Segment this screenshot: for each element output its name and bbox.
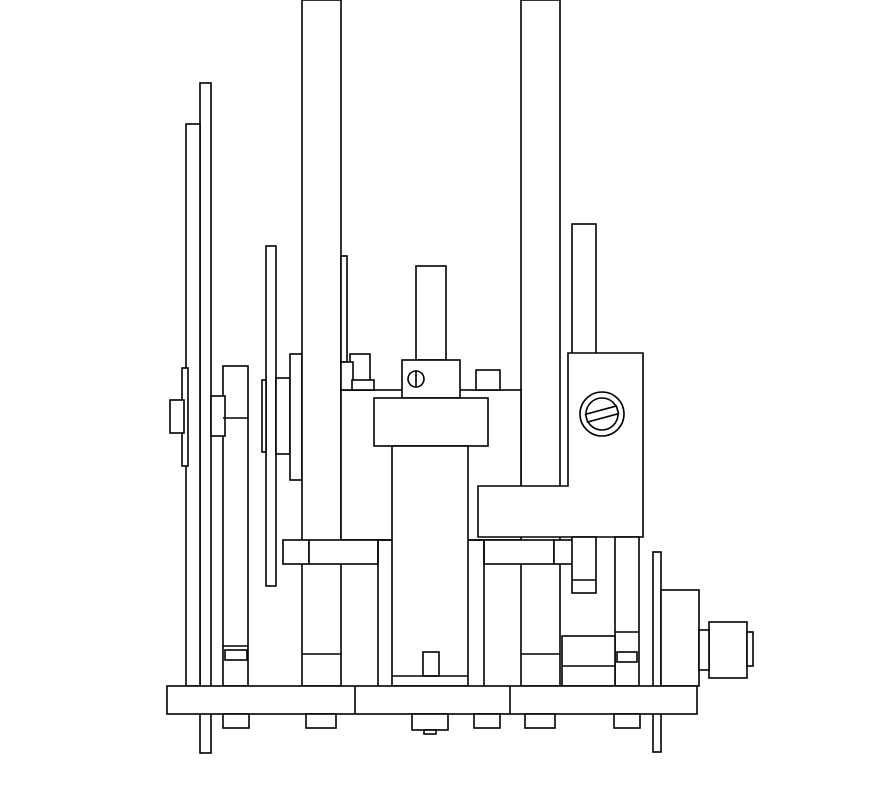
screw-icon bbox=[579, 391, 625, 437]
left-column bbox=[289, 0, 348, 687]
cross-bar bbox=[282, 539, 581, 686]
right-wheel bbox=[652, 551, 754, 753]
large-wheel-left bbox=[169, 82, 212, 754]
base-feet bbox=[222, 713, 641, 735]
center-collar bbox=[373, 397, 489, 447]
intermediate-wheel bbox=[261, 245, 291, 587]
right-column bbox=[520, 0, 561, 687]
right-lower-post bbox=[561, 536, 640, 687]
right-bracket bbox=[477, 223, 644, 594]
base-plate bbox=[166, 685, 698, 715]
center-arbor bbox=[401, 265, 461, 399]
center-barrel bbox=[391, 445, 469, 687]
left-pinion-post bbox=[210, 365, 249, 687]
